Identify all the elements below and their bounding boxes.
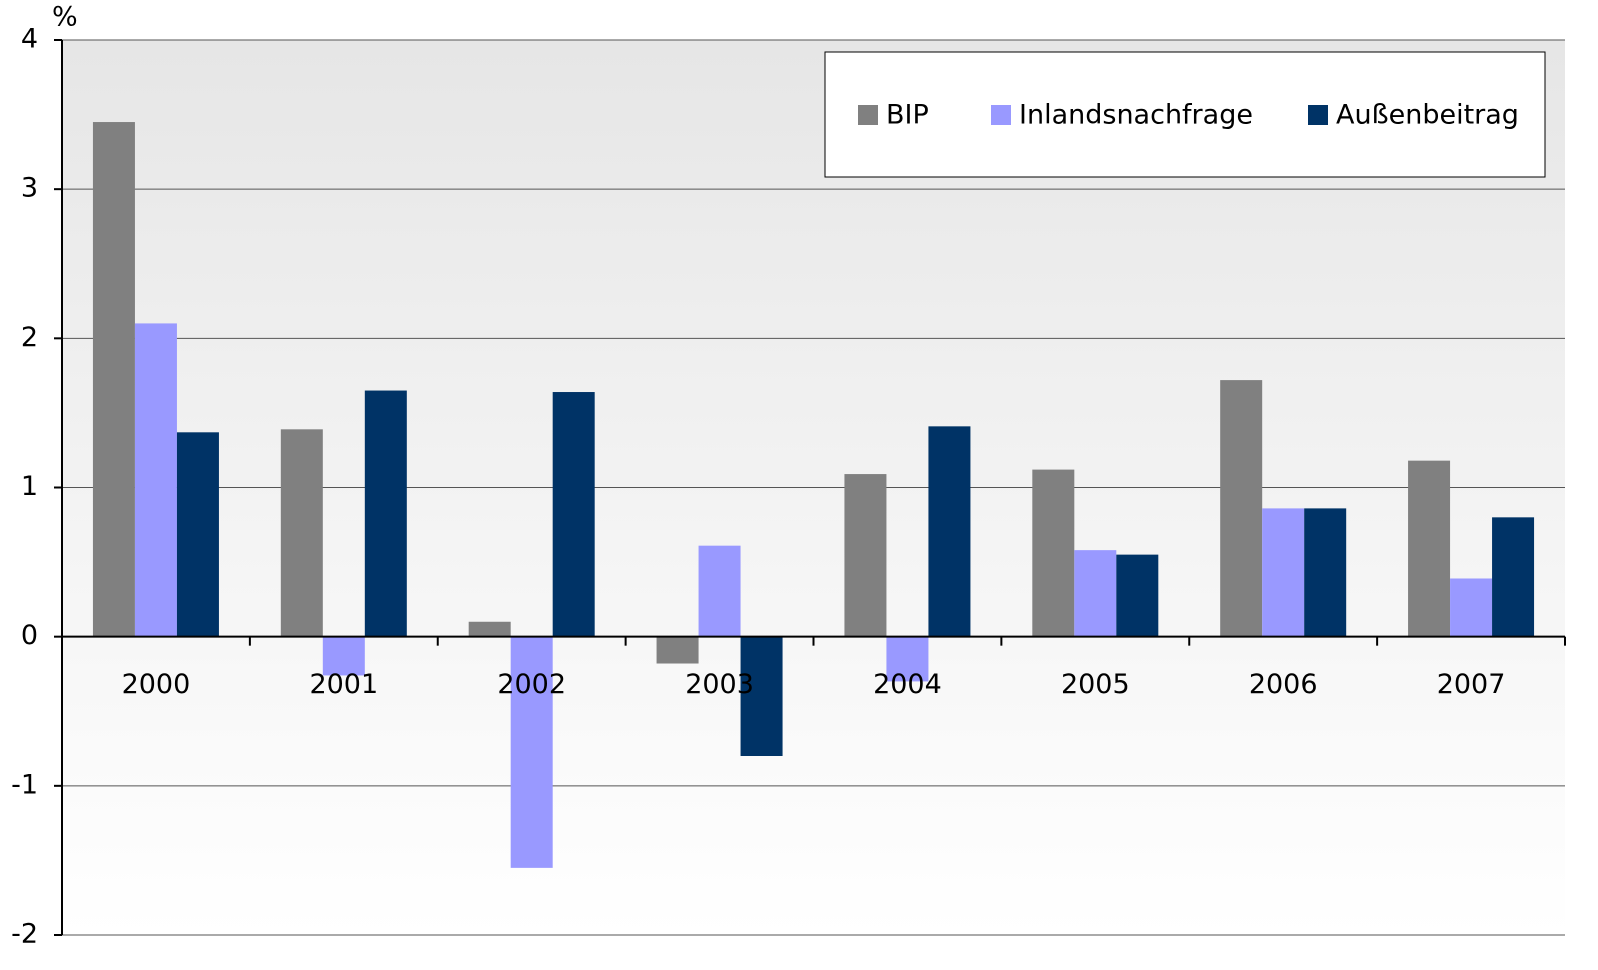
legend-label: BIP (886, 100, 929, 131)
bar (280, 429, 323, 637)
bar (1304, 508, 1347, 637)
bar (1450, 578, 1493, 637)
legend-swatch (991, 105, 1011, 125)
bar (656, 636, 699, 664)
bar (322, 636, 365, 676)
legend (824, 51, 1546, 178)
x-tick-label: 2002 (497, 669, 566, 700)
y-unit: % (52, 2, 78, 33)
y-tick-label: 4 (21, 24, 38, 55)
y-tick-label: 3 (21, 173, 38, 204)
bar (364, 390, 407, 637)
y-tick-label: -1 (11, 769, 38, 800)
legend-label: Inlandsnachfrage (1019, 100, 1253, 131)
bar (1032, 469, 1075, 637)
bar (1116, 554, 1159, 637)
x-tick-label: 2004 (873, 669, 942, 700)
x-tick-label: 2005 (1061, 669, 1130, 700)
bar (886, 636, 929, 682)
bar (552, 392, 595, 637)
x-tick-label: 2003 (685, 669, 754, 700)
legend-swatch (858, 105, 878, 125)
bar (1220, 380, 1263, 637)
bar (510, 636, 553, 868)
bar (1262, 508, 1305, 637)
bar (928, 426, 971, 637)
bar (740, 636, 783, 756)
bar (468, 621, 511, 637)
bar (844, 474, 887, 637)
bar (1074, 550, 1117, 637)
bar (1408, 460, 1451, 637)
bar (134, 323, 177, 637)
bar (1492, 517, 1535, 637)
bar (698, 545, 741, 637)
x-tick-label: 2001 (309, 669, 378, 700)
y-tick-label: 2 (21, 322, 38, 353)
x-tick-label: 2000 (122, 669, 191, 700)
y-tick-label: 0 (21, 620, 38, 651)
y-tick-label: -2 (11, 919, 38, 950)
x-tick-label: 2006 (1249, 669, 1318, 700)
bar (92, 122, 135, 637)
legend-swatch (1308, 105, 1328, 125)
x-tick-label: 2007 (1437, 669, 1506, 700)
legend-label: Außenbeitrag (1336, 100, 1519, 131)
y-tick-label: 1 (21, 471, 38, 502)
bar (176, 432, 219, 637)
